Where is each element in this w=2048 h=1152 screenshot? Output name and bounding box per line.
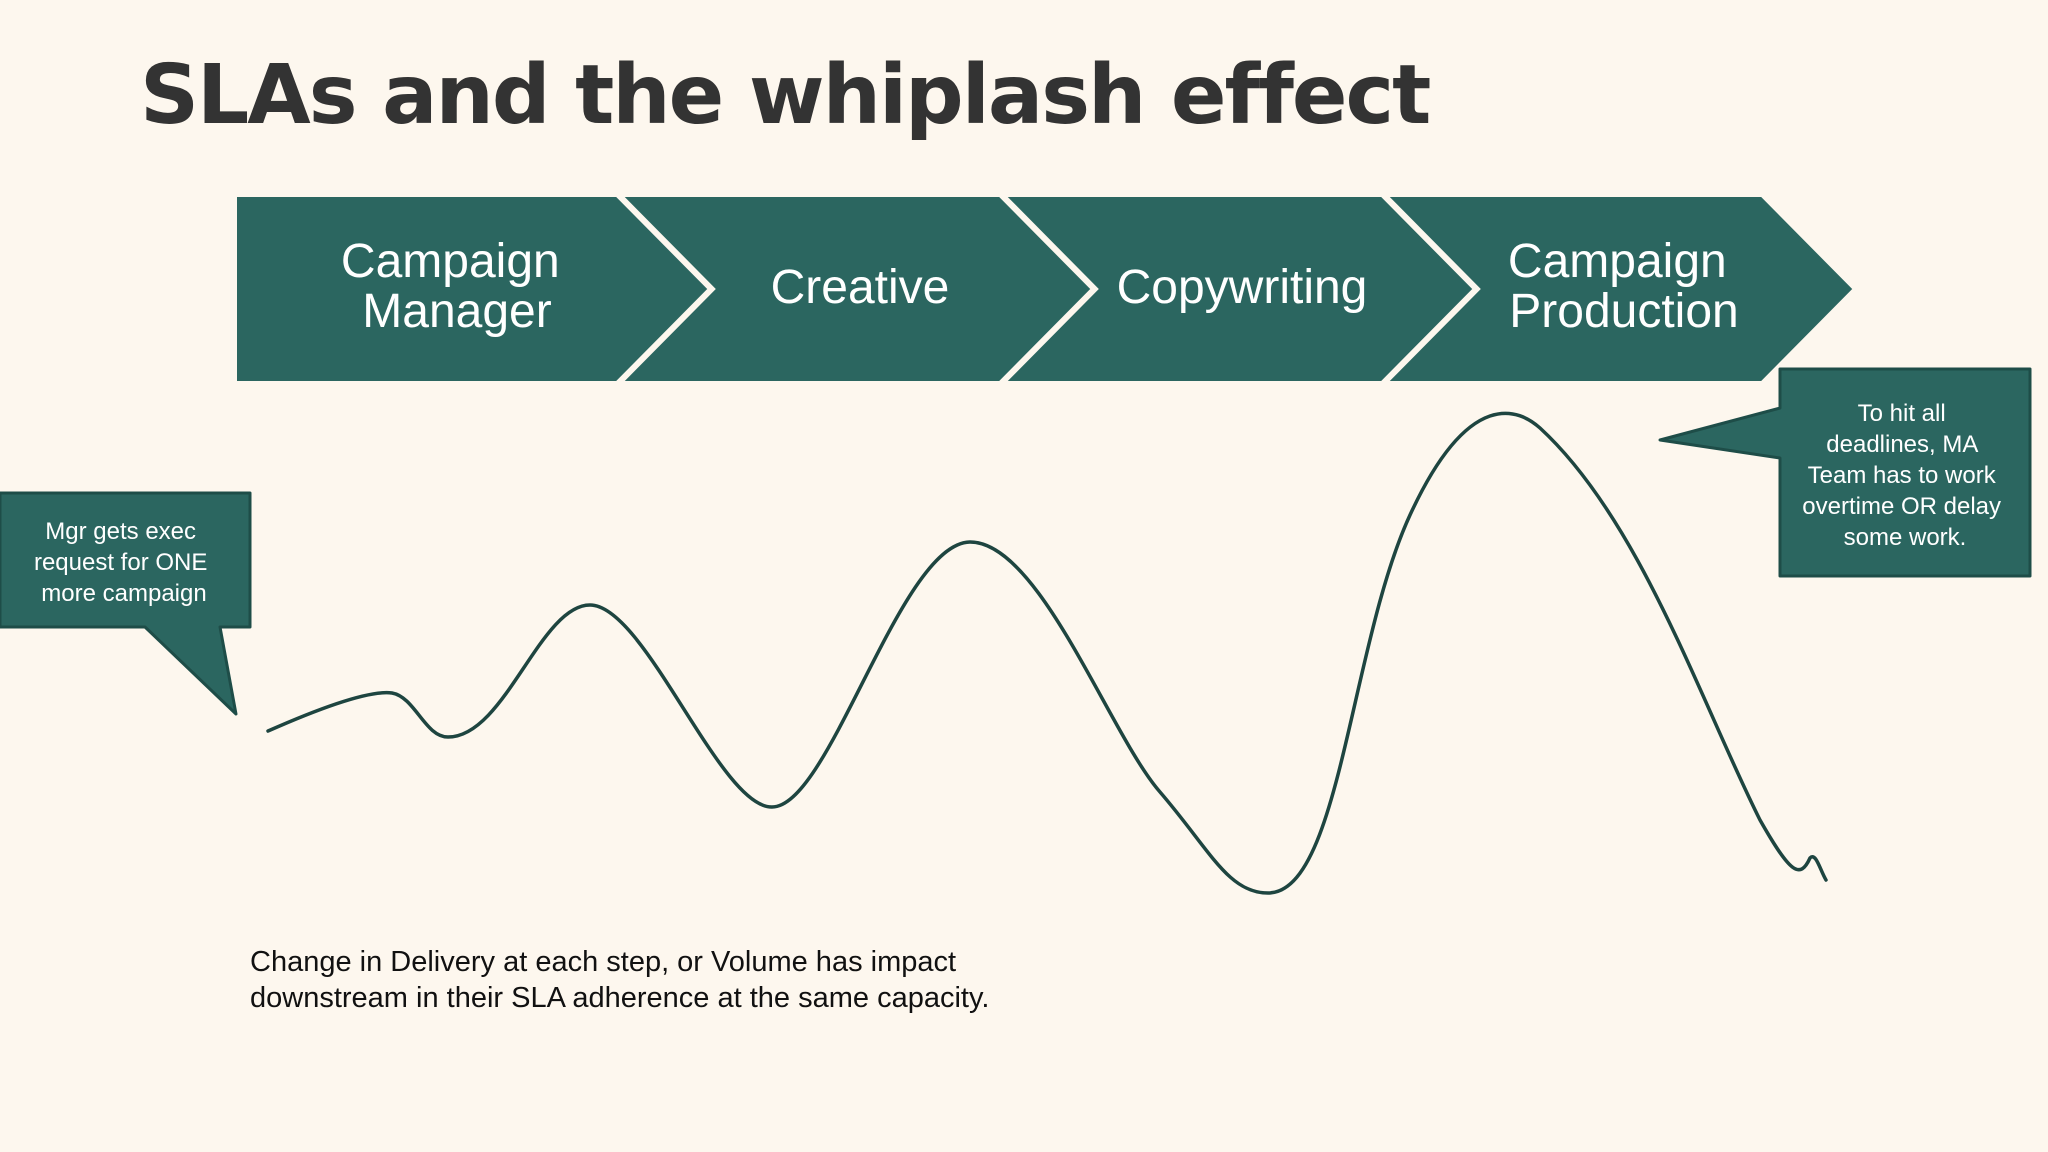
step-label-line: Manager [362, 285, 551, 338]
callout-overtime: To hit all deadlines, MA Team has to wor… [1658, 367, 2032, 578]
svg-text:Mgr gets exec request fo: Mgr gets exec request for ONE more campa… [34, 518, 214, 607]
callout-exec-request: Mgr gets exec request for ONE more campa… [0, 491, 252, 716]
callout-line: request for ONE [34, 549, 207, 576]
caption-line: downstream in their SLA adherence at the… [250, 982, 990, 1014]
svg-text:Creative: Creative [771, 261, 950, 314]
step-campaign-manager: Campaign Manager [233, 193, 713, 385]
step-label-line: Campaign [1508, 235, 1727, 288]
slide-title: SLAs and the whiplash effect [140, 48, 1431, 143]
callout-line: Team has to work [1808, 462, 1997, 489]
step-copywriting: Copywriting [998, 193, 1478, 385]
callout-line: Mgr gets exec [45, 518, 196, 545]
callout-line: deadlines, MA [1826, 431, 1978, 458]
callout-line: overtime OR delay [1802, 493, 2001, 520]
step-label-line: Campaign [341, 235, 560, 288]
caption: Change in Delivery at each step, or Volu… [250, 944, 1150, 1016]
caption-line: Change in Delivery at each step, or Volu… [250, 946, 957, 978]
step-label-line: Creative [771, 261, 950, 314]
step-campaign-production: Campaign Production [1380, 193, 1858, 385]
callout-line: more campaign [41, 580, 206, 607]
callout-line: To hit all [1858, 400, 1946, 427]
whiplash-wave [266, 411, 1828, 895]
callout-line: some work. [1844, 524, 1967, 551]
step-label-line: Production [1509, 285, 1738, 338]
svg-text:Campaign Production: Campaign Production [1508, 235, 1740, 338]
svg-text:Campaign Manager: Campaign Manager [341, 235, 573, 338]
step-creative: Creative [615, 193, 1096, 385]
svg-text:Copywriting: Copywriting [1117, 261, 1368, 314]
process-chevrons: Campaign Manager Creative Copywriting Ca… [233, 193, 1858, 385]
svg-text:To hit all deadlines, MA: To hit all deadlines, MA Team has to wor… [1802, 400, 2007, 551]
step-label-line: Copywriting [1117, 261, 1368, 314]
